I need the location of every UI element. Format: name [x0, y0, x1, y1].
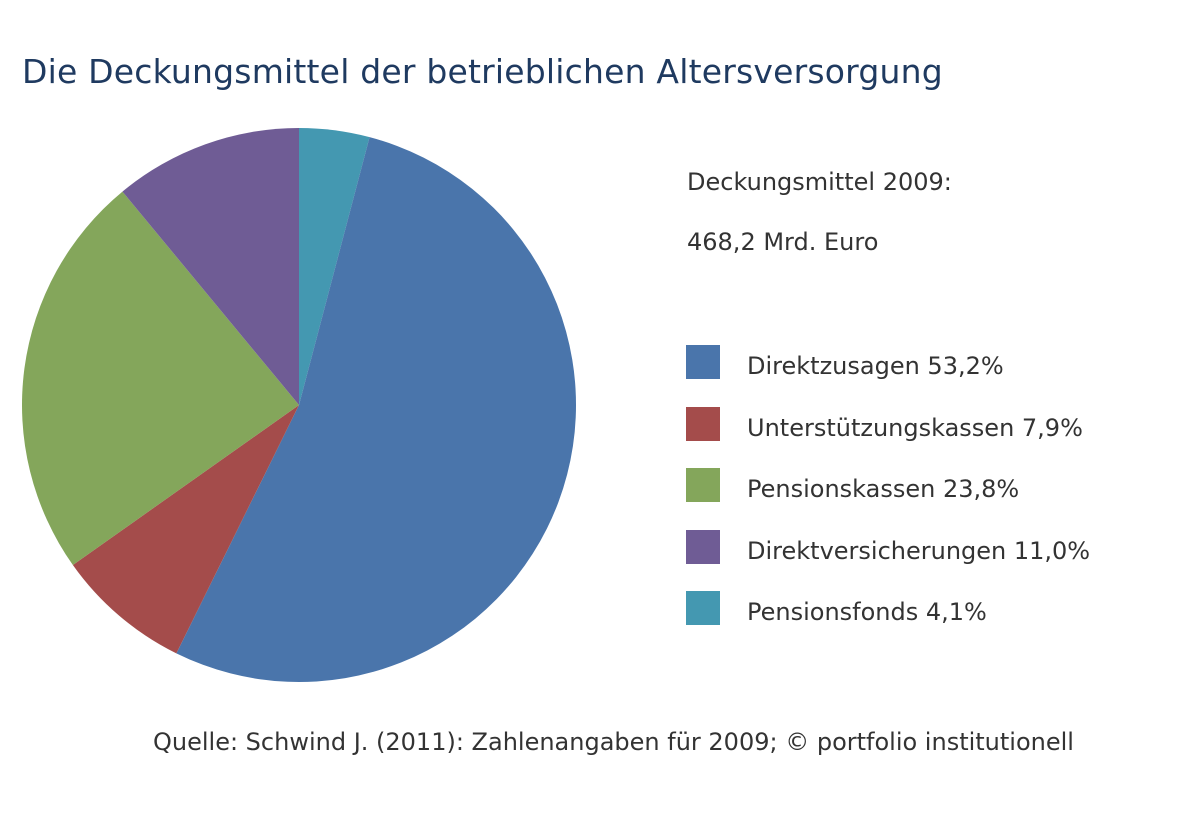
legend-label: Direktversicherungen 11,0%: [747, 536, 1091, 565]
legend-item: Pensionsfonds 4,1%: [686, 591, 1090, 653]
total-value: 468,2 Mrd. Euro: [687, 228, 879, 256]
legend-swatch: [686, 345, 720, 379]
pie-slices: [21, 128, 577, 683]
total-label: Deckungsmittel 2009:: [687, 168, 952, 196]
chart-title: Die Deckungsmittel der betrieblichen Alt…: [22, 52, 943, 91]
legend-swatch: [686, 591, 720, 625]
legend-item: Direktzusagen 53,2%: [686, 345, 1090, 407]
pie-slice-unterst-tzungskassen: [72, 405, 300, 654]
legend-label: Unterstützungskassen 7,9%: [747, 413, 1083, 442]
legend-item: Direktversicherungen 11,0%: [686, 529, 1091, 592]
legend-swatch: [686, 468, 720, 502]
legend-item: Pensionskassen 23,8%: [686, 468, 1090, 530]
source-note: Quelle: Schwind J. (2011): Zahlenangaben…: [153, 728, 1074, 756]
legend-label: Direktzusagen 53,2%: [747, 352, 1004, 380]
legend-swatch: [686, 406, 720, 441]
pie-slice-direktzusagen: [176, 137, 577, 683]
pie-slice-pensionskassen: [21, 191, 299, 565]
chart-legend: Direktzusagen 53,2% Unterstützungskassen …: [686, 345, 1090, 653]
pie-slice-direktversicherungen: [122, 128, 300, 405]
legend-item: Unterstützungskassen 7,9%: [686, 406, 1090, 469]
legend-label: Pensionskassen 23,8%: [747, 475, 1020, 503]
legend-label: Pensionsfonds 4,1%: [747, 598, 987, 626]
legend-swatch: [686, 529, 720, 564]
pie-slice-pensionsfonds: [299, 128, 370, 405]
